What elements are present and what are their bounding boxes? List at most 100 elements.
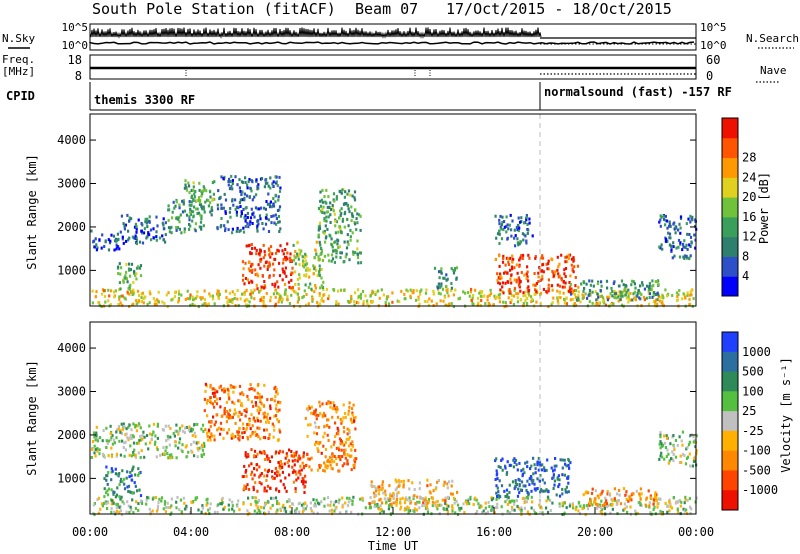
date-range: 17/Oct/2015 - 18/Oct/2015 <box>446 0 672 18</box>
range-cell <box>241 404 244 408</box>
range-cell <box>507 496 510 500</box>
range-cell <box>541 511 544 515</box>
range-cell <box>322 230 325 234</box>
range-cell <box>517 487 520 491</box>
range-cell <box>512 465 515 469</box>
range-cell <box>234 175 237 179</box>
range-cell <box>137 502 140 506</box>
range-cell <box>153 303 156 306</box>
range-cell <box>413 507 416 511</box>
range-cell <box>677 228 680 232</box>
colorbar-tick: -25 <box>742 424 764 438</box>
range-cell <box>451 506 454 510</box>
range-cell <box>175 228 178 232</box>
range-cell <box>206 501 209 505</box>
range-cell <box>250 413 253 417</box>
range-cell <box>405 288 408 292</box>
range-cell <box>396 299 399 303</box>
range-cell <box>517 243 520 247</box>
range-cell <box>420 288 423 292</box>
range-cell <box>250 448 253 452</box>
range-cell <box>271 422 274 426</box>
nsearch-label: N.Search <box>746 32 799 45</box>
range-cell <box>670 248 673 252</box>
range-cell <box>499 292 502 296</box>
range-cell <box>522 294 525 298</box>
range-cell <box>499 214 502 218</box>
range-cell <box>111 442 114 446</box>
range-cell <box>297 282 300 286</box>
range-cell <box>340 207 343 211</box>
range-cell <box>301 264 305 268</box>
range-cell <box>296 278 299 281</box>
range-cell <box>413 488 416 491</box>
range-cell <box>516 228 519 232</box>
range-cell <box>183 209 187 213</box>
range-cell <box>588 292 591 296</box>
range-cell <box>538 460 542 464</box>
range-cell <box>539 487 542 491</box>
range-cell <box>104 300 107 304</box>
range-cell <box>95 425 98 429</box>
range-cell <box>556 299 559 303</box>
range-cell <box>228 187 232 191</box>
range-cell <box>151 433 154 437</box>
range-cell <box>304 283 307 287</box>
range-cell <box>544 489 547 493</box>
range-cell <box>296 292 300 296</box>
range-cell <box>525 302 528 305</box>
range-cell <box>302 454 305 458</box>
range-cell <box>513 266 516 270</box>
range-cell <box>339 190 342 194</box>
range-cell <box>551 269 554 273</box>
range-cell <box>494 506 497 510</box>
range-cell <box>539 278 542 282</box>
colorbar-tick: 8 <box>742 249 749 263</box>
range-cell <box>254 206 258 210</box>
range-cell <box>271 252 274 256</box>
range-cell <box>470 299 473 302</box>
range-cell <box>279 460 282 463</box>
range-cell <box>335 249 338 253</box>
range-cell <box>654 293 657 296</box>
range-cell <box>543 481 546 485</box>
range-cell <box>101 233 104 237</box>
range-cell <box>252 387 255 391</box>
range-cell <box>551 476 554 480</box>
range-cell <box>157 290 160 294</box>
range-cell <box>190 200 193 204</box>
range-cell <box>651 279 654 283</box>
range-cell <box>432 489 435 493</box>
range-cell <box>338 437 342 441</box>
range-cell <box>242 207 245 211</box>
range-cell <box>378 507 381 511</box>
range-cell <box>528 483 531 487</box>
range-cell <box>678 461 681 464</box>
range-cell <box>645 498 648 502</box>
range-cell <box>209 425 212 428</box>
range-cell <box>268 433 271 437</box>
range-cell <box>329 201 332 205</box>
range-cell <box>525 241 528 245</box>
range-cell <box>250 264 253 268</box>
range-cell <box>652 502 655 506</box>
range-cell <box>506 494 509 498</box>
range-cell <box>103 501 106 505</box>
range-cell <box>575 289 578 292</box>
range-cell <box>519 220 522 224</box>
range-cell <box>139 434 142 438</box>
range-cell <box>248 260 251 264</box>
range-cell <box>419 495 422 499</box>
range-cell <box>484 511 487 515</box>
range-cell <box>129 470 132 474</box>
range-cell <box>113 248 116 252</box>
range-cell <box>533 272 536 275</box>
range-cell <box>260 395 263 399</box>
range-cell <box>304 263 307 267</box>
range-cell <box>258 290 261 294</box>
range-cell <box>169 427 172 430</box>
range-cell <box>666 510 669 514</box>
range-cell <box>301 296 304 300</box>
range-cell <box>277 285 280 289</box>
range-cell <box>264 216 268 220</box>
